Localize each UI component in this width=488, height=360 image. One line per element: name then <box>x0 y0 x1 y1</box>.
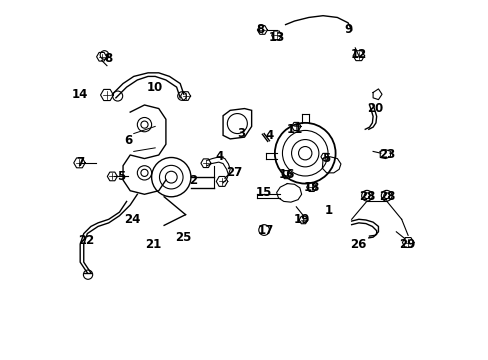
Text: 16: 16 <box>278 168 294 181</box>
Polygon shape <box>322 157 340 173</box>
Text: 12: 12 <box>350 49 366 62</box>
Text: 2: 2 <box>188 174 196 186</box>
Text: 9: 9 <box>343 23 351 36</box>
Text: 1: 1 <box>324 204 332 217</box>
Text: 24: 24 <box>123 213 140 226</box>
Text: 4: 4 <box>215 150 223 163</box>
Polygon shape <box>276 184 301 202</box>
Text: 7: 7 <box>76 156 84 169</box>
Text: 4: 4 <box>265 129 273 142</box>
Text: 6: 6 <box>124 134 132 147</box>
Text: 26: 26 <box>350 238 366 251</box>
Text: 25: 25 <box>175 231 192 244</box>
Text: 8: 8 <box>256 23 264 36</box>
Text: 5: 5 <box>117 170 125 183</box>
Text: 17: 17 <box>257 224 273 237</box>
Text: 23: 23 <box>379 148 395 162</box>
Text: 15: 15 <box>255 186 272 199</box>
Text: 19: 19 <box>293 213 309 226</box>
Text: 10: 10 <box>147 81 163 94</box>
Text: 29: 29 <box>398 238 414 251</box>
Text: 3: 3 <box>236 127 244 140</box>
Text: 18: 18 <box>304 181 320 194</box>
Text: 21: 21 <box>145 238 161 251</box>
Text: 27: 27 <box>225 166 242 179</box>
Text: 11: 11 <box>286 123 302 136</box>
Text: 8: 8 <box>104 52 112 65</box>
Text: 5: 5 <box>322 152 330 165</box>
Text: 22: 22 <box>78 234 95 247</box>
Text: 20: 20 <box>366 102 382 115</box>
Text: 13: 13 <box>268 31 284 44</box>
Text: 28: 28 <box>378 190 395 203</box>
Text: 28: 28 <box>359 190 375 203</box>
Text: 14: 14 <box>72 88 88 101</box>
